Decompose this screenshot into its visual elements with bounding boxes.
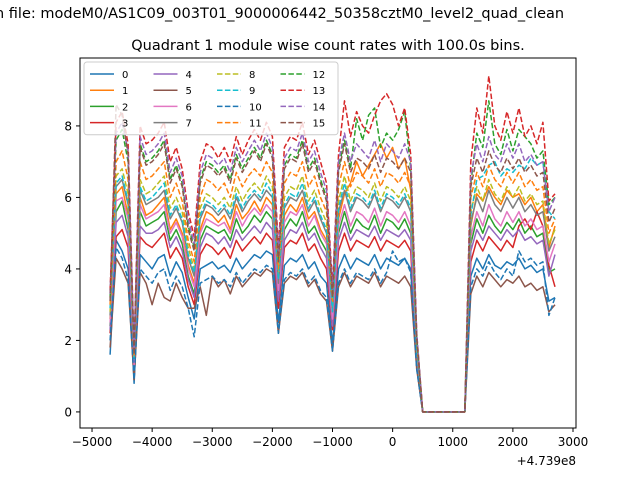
legend-label-7: 7 bbox=[186, 119, 192, 130]
series-line-15 bbox=[109, 103, 556, 413]
series-line-11 bbox=[109, 150, 556, 413]
x-tick-label: −1000 bbox=[312, 435, 353, 449]
x-axis: −5000 −4000 −3000 −2000 −1000 0 1000 2000 3000 bbox=[72, 428, 589, 449]
y-axis: 0 2 4 6 8 bbox=[64, 119, 80, 419]
legend-box bbox=[83, 61, 339, 136]
axes-frame bbox=[79, 57, 577, 429]
x-offset-label: +4.739e8 bbox=[517, 454, 576, 468]
legend-label-1: 1 bbox=[122, 86, 128, 97]
legend-label-13: 13 bbox=[313, 86, 326, 97]
series-line-8 bbox=[109, 168, 556, 413]
x-tick-label: −2000 bbox=[252, 435, 293, 449]
x-tick-label: 2000 bbox=[498, 435, 529, 449]
legend-label-12: 12 bbox=[313, 70, 326, 81]
x-tick-label: −3000 bbox=[192, 435, 233, 449]
y-tick-label: 8 bbox=[64, 119, 72, 133]
legend-label-9: 9 bbox=[249, 86, 255, 97]
x-tick-label: −5000 bbox=[72, 435, 113, 449]
legend-label-10: 10 bbox=[249, 102, 262, 113]
legend-label-2: 2 bbox=[122, 102, 128, 113]
chart-title: Quadrant 1 module wise count rates with … bbox=[131, 38, 525, 54]
x-tick-label: 1000 bbox=[437, 435, 468, 449]
legend-label-4: 4 bbox=[186, 70, 192, 81]
y-tick-label: 4 bbox=[64, 262, 72, 276]
legend-label-14: 14 bbox=[313, 102, 326, 113]
series-line-6 bbox=[109, 196, 556, 413]
legend-label-0: 0 bbox=[122, 70, 128, 81]
series-line-10 bbox=[109, 246, 556, 413]
series-layer bbox=[109, 75, 556, 413]
y-tick-label: 6 bbox=[64, 191, 72, 205]
y-tick-label: 2 bbox=[64, 334, 72, 348]
legend-label-15: 15 bbox=[313, 119, 326, 130]
legend-label-5: 5 bbox=[186, 86, 192, 97]
series-line-13 bbox=[109, 75, 556, 413]
y-tick-label: 0 bbox=[64, 405, 72, 419]
series-line-3 bbox=[109, 210, 556, 413]
series-line-9 bbox=[109, 157, 556, 413]
legend-label-11: 11 bbox=[249, 119, 262, 130]
x-tick-label: 3000 bbox=[558, 435, 589, 449]
legend-label-3: 3 bbox=[122, 119, 128, 130]
figure-suptitle: n file: modeM0/AS1C09_003T01_9000006442_… bbox=[0, 6, 564, 22]
legend-label-8: 8 bbox=[249, 70, 255, 81]
series-line-4 bbox=[109, 214, 556, 413]
legend-label-6: 6 bbox=[186, 102, 192, 113]
x-tick-label: 0 bbox=[389, 435, 397, 449]
x-tick-label: −4000 bbox=[132, 435, 173, 449]
